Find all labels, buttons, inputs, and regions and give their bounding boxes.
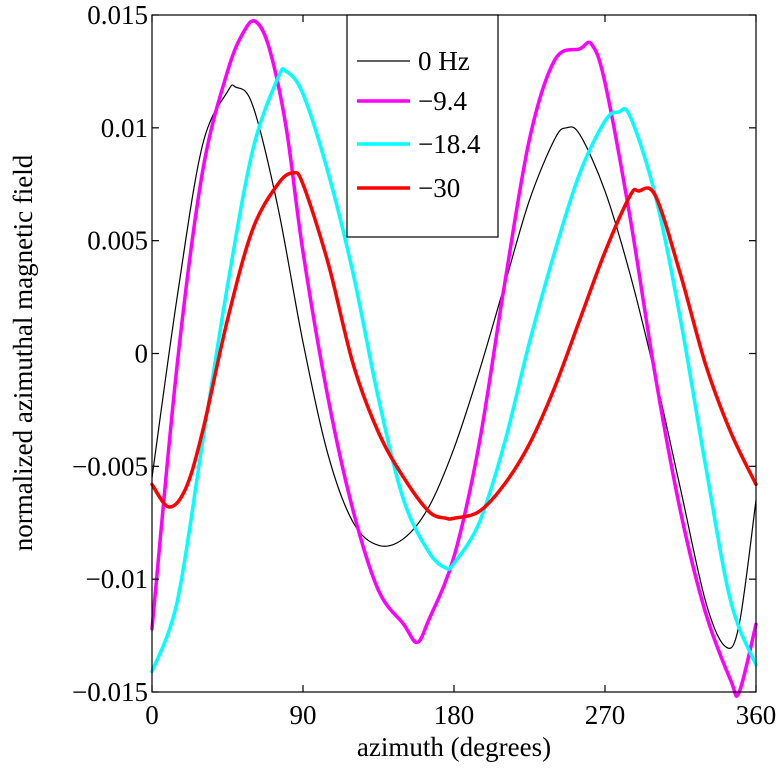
y-tick-label: −0.015 <box>72 677 148 707</box>
series-line-0 <box>151 84 757 649</box>
legend-label-1: −9.4 <box>418 86 467 116</box>
y-axis-label: normalized azimuthal magnetic field <box>8 154 38 551</box>
series-line-1 <box>150 19 758 698</box>
y-tick-label: 0.015 <box>87 0 148 30</box>
legend-label-3: −30 <box>418 173 460 203</box>
x-tick-label: 270 <box>585 700 626 730</box>
x-axis-label: azimuth (degrees) <box>357 732 551 762</box>
y-tick-label: −0.005 <box>72 451 148 481</box>
legend-label-2: −18.4 <box>418 129 481 159</box>
legend: 0 Hz −9.4 −18.4 −30 <box>346 14 499 238</box>
x-tick-label: 0 <box>145 700 159 730</box>
legend-box <box>346 14 499 238</box>
y-tick-label: 0.01 <box>101 113 148 143</box>
y-tick-label: −0.01 <box>86 564 148 594</box>
legend-entries: 0 Hz −9.4 −18.4 −30 <box>357 46 481 203</box>
series-line-3 <box>150 170 758 521</box>
x-tick-label: 180 <box>434 700 475 730</box>
y-tick-label: 0.005 <box>87 226 148 256</box>
x-tick-label: 90 <box>290 700 317 730</box>
series-layer <box>150 19 758 698</box>
ticks-layer: 0 90 180 270 360 −0.015 −0.01 −0.005 0 0.005 0.01 0… <box>72 0 776 730</box>
y-tick-label: 0 <box>135 339 149 369</box>
x-tick-label: 360 <box>736 700 777 730</box>
legend-label-0: 0 Hz <box>418 46 470 76</box>
